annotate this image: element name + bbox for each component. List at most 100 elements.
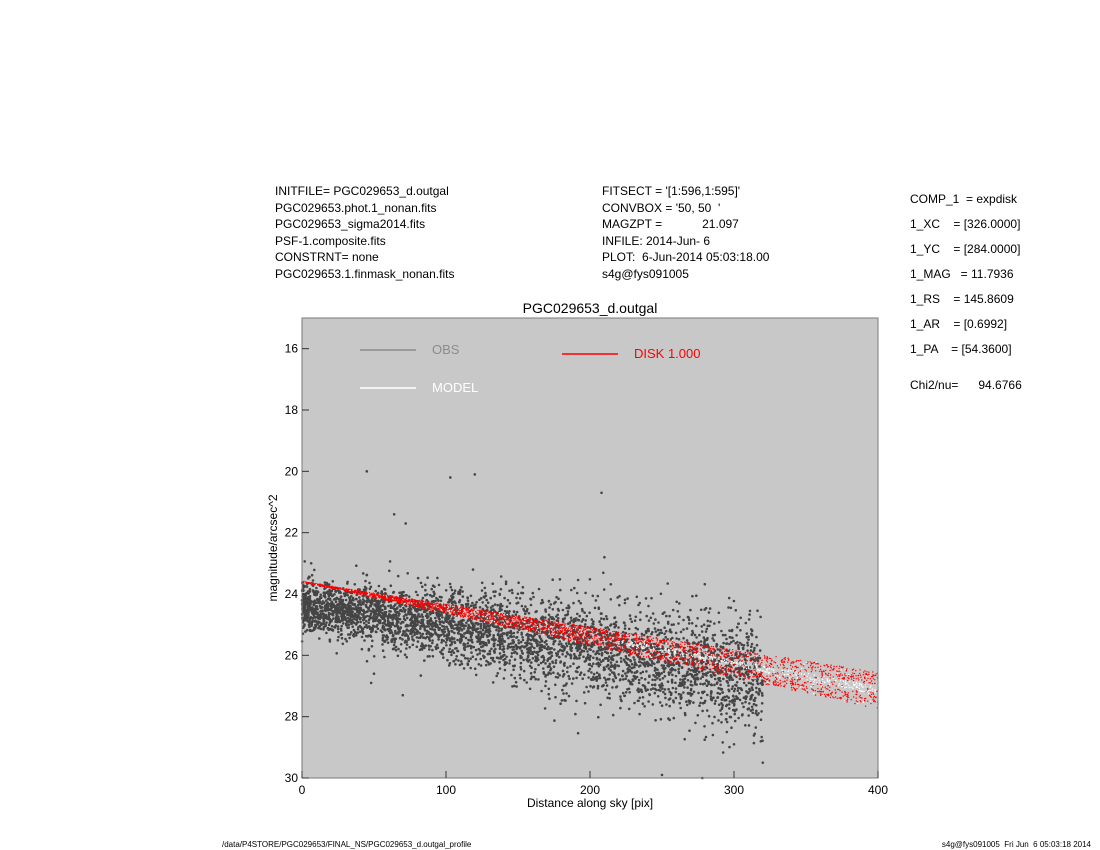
- obs-point: [604, 681, 608, 684]
- obs-point: [366, 597, 370, 600]
- obs-point: [637, 678, 641, 682]
- obs-point: [525, 633, 528, 637]
- obs-point: [487, 641, 491, 644]
- disk-point: [567, 629, 569, 631]
- obs-point: [585, 614, 589, 618]
- obs-point: [394, 617, 398, 621]
- obs-point: [736, 686, 740, 690]
- obs-point: [309, 615, 313, 619]
- obs-point: [749, 649, 753, 652]
- obs-point: [358, 596, 361, 599]
- obs-point: [643, 678, 647, 681]
- disk-point: [777, 681, 779, 684]
- obs-point: [656, 633, 659, 637]
- obs-point: [508, 645, 512, 649]
- obs-point: [674, 681, 677, 685]
- obs-point: [611, 657, 614, 661]
- obs-point: [349, 600, 352, 603]
- obs-point: [340, 600, 343, 604]
- obs-point: [685, 627, 689, 630]
- obs-point: [722, 641, 725, 645]
- obs-point: [505, 631, 509, 635]
- obs-point: [587, 676, 590, 679]
- obs-point: [602, 617, 606, 621]
- obs-point: [528, 687, 532, 691]
- obs-point: [425, 593, 429, 596]
- obs-point: [703, 690, 706, 693]
- obs-point: [323, 601, 326, 604]
- obs-point: [402, 617, 406, 621]
- disk-point: [526, 616, 528, 619]
- obs-point: [321, 612, 325, 616]
- obs-point: [314, 616, 317, 619]
- obs-point: [621, 691, 625, 695]
- disk-point: [689, 657, 691, 660]
- disk-point: [815, 677, 818, 679]
- obs-point: [742, 705, 745, 709]
- obs-point: [503, 657, 507, 661]
- obs-point: [703, 608, 706, 611]
- obs-point: [448, 639, 452, 642]
- obs-point: [674, 631, 678, 635]
- obs-point: [487, 629, 491, 633]
- obs-point: [437, 583, 441, 587]
- obs-point: [307, 601, 310, 605]
- obs-point: [687, 616, 690, 619]
- obs-point: [661, 684, 664, 687]
- obs-point: [326, 626, 330, 630]
- obs-point: [578, 654, 581, 657]
- disk-point: [782, 681, 784, 683]
- obs-point: [553, 719, 556, 722]
- obs-point: [396, 574, 400, 578]
- obs-point: [450, 596, 454, 599]
- obs-point: [388, 613, 392, 617]
- obs-point: [307, 616, 310, 620]
- obs-point: [351, 596, 355, 600]
- obs-point: [505, 633, 509, 637]
- obs-point: [704, 672, 708, 675]
- obs-point: [710, 690, 713, 694]
- obs-point: [623, 601, 627, 605]
- obs-point: [315, 590, 319, 593]
- obs-point: [393, 637, 397, 640]
- obs-point: [381, 649, 385, 652]
- obs-point: [643, 665, 647, 668]
- obs-point: [466, 644, 470, 648]
- obs-point: [724, 633, 727, 637]
- model-point: [826, 678, 828, 680]
- obs-point: [626, 597, 629, 600]
- obs-point: [600, 652, 604, 656]
- obs-point: [575, 699, 578, 703]
- obs-point: [312, 589, 315, 593]
- disk-point: [805, 682, 807, 684]
- obs-point: [428, 639, 432, 642]
- obs-point: [596, 686, 600, 690]
- obs-point: [746, 641, 749, 644]
- obs-point: [488, 650, 492, 653]
- obs-point: [424, 644, 428, 647]
- obs-point: [515, 602, 518, 605]
- obs-point: [659, 628, 663, 632]
- obs-point: [558, 655, 561, 659]
- obs-point: [562, 632, 565, 636]
- obs-point: [498, 652, 502, 655]
- obs-point: [368, 617, 372, 620]
- obs-point: [548, 662, 552, 666]
- obs-point: [325, 608, 328, 611]
- obs-point: [554, 661, 558, 665]
- obs-point: [704, 630, 708, 633]
- obs-point: [452, 660, 456, 663]
- obs-point: [330, 625, 334, 628]
- obs-point: [456, 649, 459, 653]
- obs-point: [312, 603, 315, 606]
- obs-point: [369, 612, 373, 616]
- obs-point: [732, 639, 735, 643]
- obs-point: [707, 682, 710, 686]
- obs-point: [608, 673, 611, 676]
- obs-point: [618, 603, 621, 607]
- obs-point: [712, 639, 716, 642]
- obs-point: [529, 672, 533, 675]
- obs-point: [319, 609, 323, 613]
- obs-point: [576, 618, 580, 622]
- obs-point: [758, 689, 762, 693]
